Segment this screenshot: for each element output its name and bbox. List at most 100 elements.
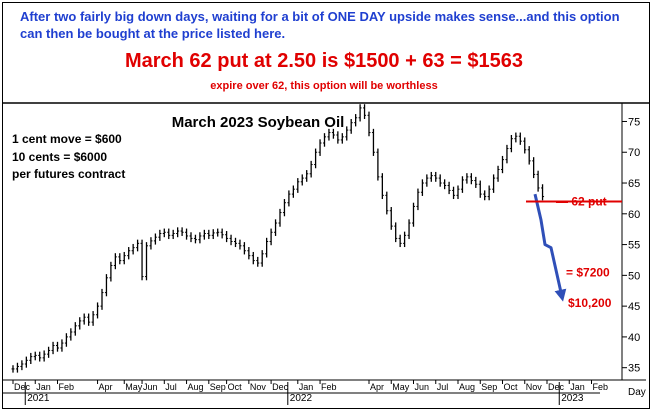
price-bar: [167, 228, 171, 240]
x-tick-label: Sep: [481, 382, 497, 392]
price-bar: [20, 360, 24, 371]
price-bar: [523, 137, 527, 154]
price-bar: [483, 190, 487, 201]
price-bar: [56, 341, 59, 352]
price-bar: [234, 237, 237, 248]
x-tick-label: Feb: [593, 382, 609, 392]
x-tick-label: Dec: [272, 382, 289, 392]
price-bar: [376, 148, 380, 181]
x-tick-label: Nov: [250, 382, 267, 392]
price-bar: [438, 174, 442, 187]
price-bar: [127, 247, 131, 260]
price-bar: [96, 302, 100, 319]
price-bar: [185, 228, 189, 240]
price-bar: [64, 333, 68, 347]
y-tick-label: 60: [628, 209, 640, 221]
price-bar: [465, 173, 469, 184]
price-bar: [509, 135, 513, 153]
price-bar: [478, 180, 482, 198]
price-bar: [238, 239, 242, 250]
price-bar: [171, 229, 175, 240]
price-bar: [220, 228, 224, 239]
price-bar: [532, 157, 536, 179]
x-tick-label: Aug: [459, 382, 475, 392]
price-bar: [389, 207, 393, 230]
price-bar: [274, 219, 278, 236]
price-bar: [118, 253, 122, 265]
price-bar: [340, 133, 344, 144]
price-bar: [180, 227, 184, 236]
x-tick-label: Jul: [437, 382, 449, 392]
y-tick-label: 75: [628, 116, 640, 128]
price-bar: [73, 322, 77, 336]
commentary-text: After two fairly big down days, waiting …: [20, 9, 620, 41]
price-bar: [460, 176, 464, 193]
price-bar: [131, 243, 135, 255]
price-bar: [269, 228, 273, 246]
price-bar: [104, 274, 108, 297]
chart-frame: [2, 2, 650, 409]
price-bar: [278, 208, 282, 227]
price-bar: [207, 229, 211, 240]
price-bar: [38, 351, 42, 362]
price-bar: [42, 350, 46, 362]
price-bar: [300, 174, 304, 186]
price-bar: [327, 128, 331, 141]
price-bar: [282, 199, 286, 217]
price-bar: [456, 185, 460, 200]
price-bar: [78, 317, 82, 330]
price-bar: [260, 250, 264, 267]
price-bar: [216, 228, 220, 237]
x-tick-label: Feb: [59, 382, 75, 392]
price-bar: [412, 202, 415, 227]
price-bar: [336, 131, 340, 144]
price-bar: [69, 328, 73, 341]
price-bar: [314, 148, 318, 169]
price-bar: [474, 176, 478, 188]
y-tick-label: 55: [628, 240, 640, 252]
y-tick-label: 35: [628, 363, 640, 375]
price-bar: [394, 222, 398, 243]
y-tick-label: 65: [628, 178, 640, 190]
x-axis-unit-label: Day: [628, 387, 646, 398]
x-tick-label: Jul: [165, 382, 177, 392]
price-bar: [189, 232, 193, 243]
price-bar: [296, 178, 300, 193]
y-tick-label: 45: [628, 301, 640, 313]
price-bar: [29, 352, 33, 364]
price-bar: [398, 234, 402, 248]
price-bar: [367, 111, 371, 137]
price-bar: [82, 313, 86, 325]
x-tick-label: Jun: [143, 382, 158, 392]
year-label: 2022: [290, 393, 313, 404]
option-price-headline: March 62 put at 2.50 is $1500 + 63 = $15…: [124, 50, 524, 72]
price-bar: [385, 191, 389, 215]
year-label: 2021: [27, 393, 50, 404]
price-bar: [443, 179, 447, 190]
price-bar: [122, 251, 126, 265]
x-tick-label: Nov: [526, 382, 543, 392]
x-tick-label: Jan: [299, 382, 314, 392]
price-bar: [87, 313, 91, 326]
x-tick-label: Apr: [99, 382, 113, 392]
price-bar: [202, 229, 206, 240]
x-tick-label: Oct: [228, 382, 243, 392]
price-bar: [109, 261, 113, 282]
price-bar: [452, 186, 456, 200]
contract-note-3: per futures contract: [12, 167, 125, 181]
price-bar: [158, 229, 162, 241]
price-bar: [140, 239, 144, 281]
x-tick-label: May: [392, 382, 410, 392]
price-bar: [492, 174, 496, 193]
price-bar: [145, 242, 148, 281]
price-bar: [358, 104, 362, 122]
projection-arrow: [533, 193, 567, 302]
price-bar: [407, 219, 411, 240]
price-bar: [518, 132, 522, 145]
price-bar: [153, 233, 157, 245]
price-bar: [11, 365, 15, 373]
price-bar: [100, 288, 104, 310]
price-bar: [331, 128, 335, 139]
price-bar: [403, 231, 407, 248]
